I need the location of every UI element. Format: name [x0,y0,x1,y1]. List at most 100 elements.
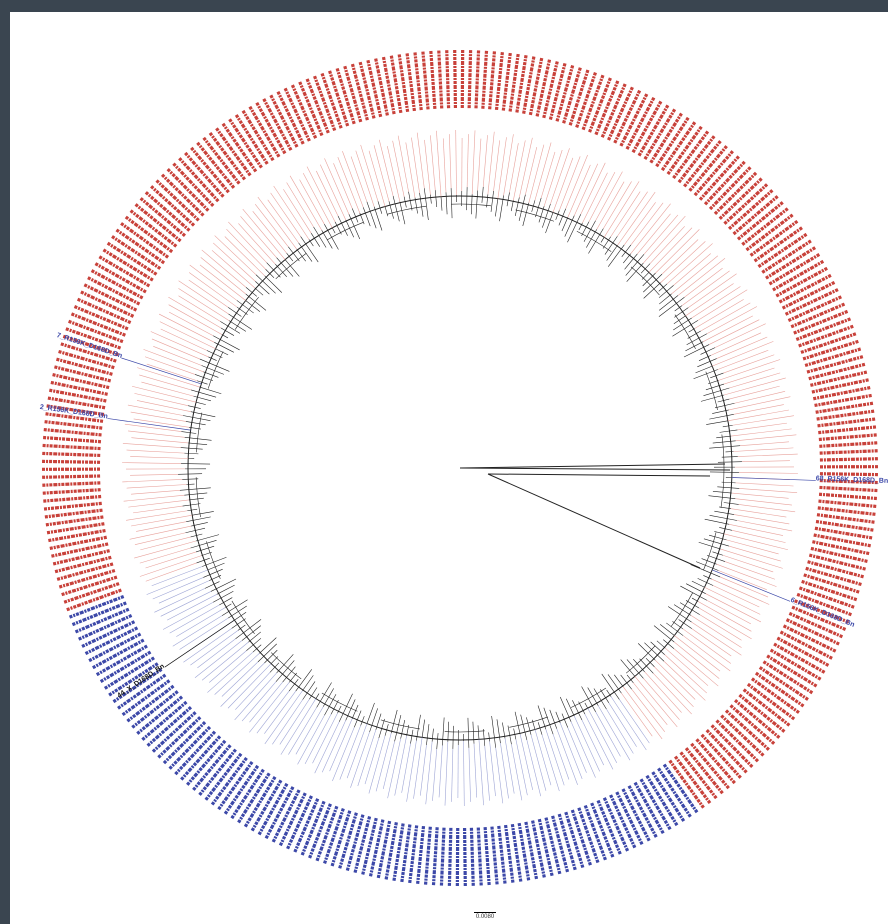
tip-label [95,644,148,677]
internal-branch [185,421,206,426]
tip-label [787,295,842,322]
tip-branch [357,729,377,787]
internal-branch [710,372,724,379]
tip-label [276,91,305,145]
tip-label [315,805,339,862]
tip-label [255,101,287,155]
tip-branch [735,482,794,487]
tip-branch [401,743,411,793]
internal-branch [606,689,612,697]
tip-branch [151,338,201,360]
tip-branch [392,140,405,197]
tip-branch [723,367,775,385]
internal-branch [235,619,262,640]
tip-label [160,173,205,217]
tip-branch [519,137,533,198]
tip-branch [552,157,574,213]
tip-label [228,118,263,169]
tip-label [192,744,232,791]
tip-label [168,725,212,770]
tip-branch [698,607,752,640]
internal-branch [213,335,240,351]
internal-branch [185,527,206,534]
internal-branch [714,531,724,535]
tip-branch [717,349,769,370]
tip-branch [671,255,719,295]
tip-branch [674,641,720,679]
tip-label [683,140,722,188]
tip-branch [131,385,197,403]
internal-branch [321,230,333,249]
internal-branch [496,719,501,744]
tip-label [819,449,878,455]
tip-label [50,380,108,396]
tip-branch [526,739,542,797]
tip-label [562,67,582,124]
tip-branch [735,434,797,442]
tip-branch [235,672,271,710]
tip-label [818,433,877,442]
internal-branch [561,713,569,728]
tip-label [776,636,830,667]
tip-label [765,246,817,280]
internal-branch [337,215,348,236]
internal-branch [565,698,575,717]
tip-branch [299,179,325,225]
tip-branch [681,270,730,306]
internal-branch [467,717,470,748]
tip-label [48,528,106,543]
tip-branch [706,306,758,334]
internal-branch [621,244,632,258]
tip-label [812,386,871,401]
tip-branch [584,713,614,770]
tip-branch [312,712,338,764]
tip-branch [130,456,189,459]
tip-label [794,599,850,624]
internal-branch [703,575,712,580]
tip-branch [682,628,732,664]
tip-label [590,802,615,858]
tip-label [668,759,705,809]
tip-label [483,827,491,886]
tip-label [54,365,112,383]
inner-branch-arc [195,203,725,733]
tip-label [204,752,243,801]
internal-branch [626,262,644,282]
tip-branch [610,191,641,237]
internal-branch [447,721,450,742]
tip-branch [178,280,229,315]
tip-label [627,785,658,838]
internal-branch [255,281,270,295]
tip-label [705,729,748,774]
tip-branch [739,488,798,493]
internal-branch [332,227,336,234]
tip-branch [705,593,762,623]
tip-label [46,522,105,535]
internal-branch [559,696,572,722]
tip-label [120,222,170,259]
tip-label [44,420,103,430]
internal-branch [545,212,554,234]
tip-branch [141,381,194,397]
internal-branch [310,233,321,247]
tip-branch [139,555,202,577]
tip-label [447,827,453,886]
tip-branch [364,737,380,785]
tip-label [819,485,878,493]
tip-label [619,93,649,147]
tip-branch [368,150,386,207]
internal-branch [384,206,389,217]
tip-label [804,347,862,368]
internal-branch [399,201,406,225]
tip-branch [387,738,401,799]
internal-branch [706,554,726,562]
internal-branch [416,714,421,741]
tip-branch [150,331,209,358]
internal-branch [345,699,356,721]
tip-label [773,642,826,674]
internal-branch [282,666,296,683]
tip-label [649,112,683,164]
internal-branch [674,305,683,312]
internal-branch [714,402,735,409]
tip-branch [128,430,185,438]
